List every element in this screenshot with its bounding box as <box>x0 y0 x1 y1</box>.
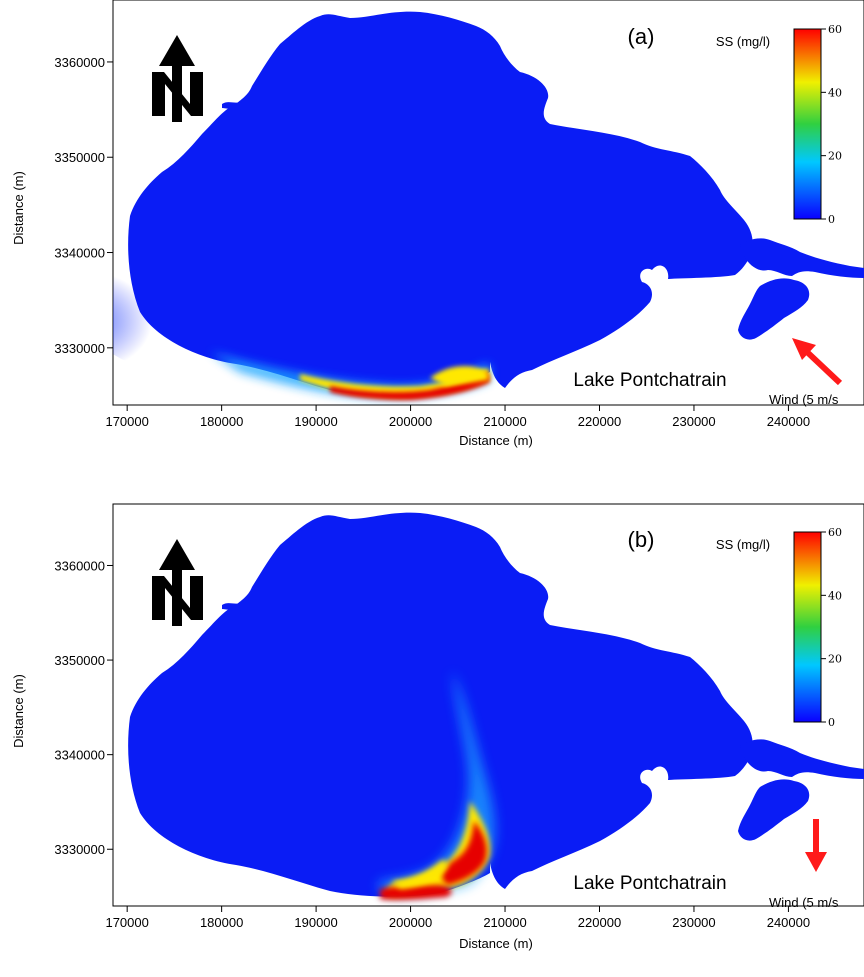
colorbar-tick-label: 20 <box>828 653 842 666</box>
colorbar-gradient <box>793 531 822 723</box>
x-tick-label: 170000 <box>105 915 148 930</box>
west-channel <box>222 102 243 110</box>
map-panel-b: (b) SS (mg/l) 0 20 40 60 Lake Pontchatrain … <box>0 489 864 977</box>
wind-label: Wind (5 m/s <box>769 895 839 910</box>
y-tick-label: 3330000 <box>54 842 105 857</box>
colorbar-tick-label: 60 <box>828 526 842 539</box>
y-tick-label: 3350000 <box>54 653 105 668</box>
north-arrow-icon <box>152 35 203 122</box>
west-channel <box>222 603 243 611</box>
suspended-sediment-plume-b <box>378 671 495 900</box>
map-panel-a: (a) SS (mg/l) 0 20 40 60 Lake Pontchatrain … <box>0 0 864 488</box>
north-arrow-icon <box>152 539 203 626</box>
place-label: Lake Pontchatrain <box>573 873 726 894</box>
suspended-sediment-plume-a <box>210 352 490 400</box>
x-tick-label: 190000 <box>294 915 337 930</box>
x-tick-label: 210000 <box>483 414 526 429</box>
colorbar-tick-label: 0 <box>828 213 835 226</box>
x-tick-label: 190000 <box>294 414 337 429</box>
colorbar-tick-label: 0 <box>828 716 835 729</box>
x-tick-label: 200000 <box>389 414 432 429</box>
colorbar-gradient <box>793 28 822 220</box>
x-axis-title: Distance (m) <box>459 936 533 951</box>
y-tick-label: 3330000 <box>54 341 105 356</box>
colorbar-title: SS (mg/l) <box>716 537 770 552</box>
west-shade <box>113 230 260 370</box>
y-tick-label: 3340000 <box>54 246 105 261</box>
panel-label: (a) <box>628 24 655 49</box>
x-tick-label: 180000 <box>200 414 243 429</box>
wind-arrow-icon <box>792 338 843 386</box>
x-axis-ticks: 170000 180000 190000 200000 210000 220000 2300… <box>105 405 810 429</box>
lake-borgne-inlet <box>738 278 810 340</box>
colorbar-tick-label: 40 <box>828 589 842 602</box>
x-tick-label: 240000 <box>767 414 810 429</box>
lake-pontchartrain-water <box>128 512 753 897</box>
wind-arrow-icon <box>805 819 827 872</box>
y-tick-label: 3360000 <box>54 55 105 70</box>
east-channel <box>740 238 864 278</box>
colorbar: SS (mg/l) 0 20 40 60 <box>716 23 842 226</box>
colorbar: SS (mg/l) 0 20 40 60 <box>716 526 842 729</box>
y-axis-ticks: 3330000 3340000 3350000 3360000 <box>54 55 113 356</box>
y-tick-label: 3350000 <box>54 150 105 165</box>
colorbar-tick-label: 60 <box>828 23 842 36</box>
x-tick-label: 230000 <box>672 915 715 930</box>
colorbar-tick-label: 20 <box>828 150 842 163</box>
wind-label: Wind (5 m/s <box>769 392 839 407</box>
x-tick-label: 220000 <box>578 414 621 429</box>
y-tick-label: 3360000 <box>54 558 105 573</box>
lake-borgne-inlet <box>738 779 810 841</box>
lake-pontchartrain-water <box>128 11 753 396</box>
y-axis-ticks: 3330000 3340000 3350000 3360000 <box>54 558 113 857</box>
y-axis-title: Distance (m) <box>11 171 26 245</box>
x-axis-ticks: 170000 180000 190000 200000 210000 220000 2300… <box>105 906 810 930</box>
x-axis-title: Distance (m) <box>459 433 533 448</box>
colorbar-tick-label: 40 <box>828 86 842 99</box>
x-tick-label: 180000 <box>200 915 243 930</box>
x-tick-label: 170000 <box>105 414 148 429</box>
panel-label: (b) <box>628 527 655 552</box>
y-axis-title: Distance (m) <box>11 674 26 748</box>
x-tick-label: 230000 <box>672 414 715 429</box>
east-channel <box>740 739 864 779</box>
place-label: Lake Pontchatrain <box>573 370 726 391</box>
x-tick-label: 200000 <box>389 915 432 930</box>
x-tick-label: 240000 <box>767 915 810 930</box>
x-tick-label: 220000 <box>578 915 621 930</box>
y-tick-label: 3340000 <box>54 748 105 763</box>
x-tick-label: 210000 <box>483 915 526 930</box>
colorbar-title: SS (mg/l) <box>716 34 770 49</box>
